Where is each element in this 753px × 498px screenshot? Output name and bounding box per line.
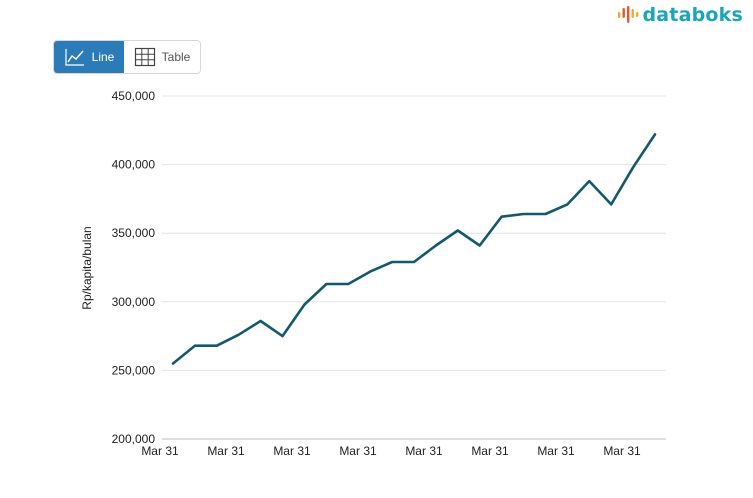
y-axis-ticks: 200,000 250,000 300,000 350,000 400,000 450,0… [112, 89, 156, 446]
data-point[interactable] [539, 208, 551, 220]
data-point[interactable] [386, 256, 398, 268]
line-view-button[interactable]: Line [54, 41, 124, 73]
y-tick-label: 350,000 [112, 226, 156, 240]
grid-lines [162, 95, 666, 440]
x-axis-ticks: Mar 31 Mar 31 Mar 31 Mar 31 Mar 31 Mar 31 Mar … [141, 444, 641, 458]
line-chart-icon [65, 49, 84, 66]
table-grid-icon [134, 47, 155, 67]
data-point[interactable] [649, 128, 661, 140]
series-line [171, 133, 657, 365]
data-point[interactable] [518, 208, 530, 220]
data-point[interactable] [474, 240, 486, 252]
x-tick-label: Mar 31 [141, 444, 179, 458]
data-point[interactable] [342, 278, 354, 290]
data-point[interactable] [408, 256, 420, 268]
x-tick-label: Mar 31 [405, 444, 443, 458]
data-point[interactable] [364, 266, 376, 278]
y-tick-label: 200,000 [112, 432, 156, 446]
data-point[interactable] [298, 299, 310, 311]
data-point[interactable] [627, 161, 639, 173]
x-tick-label: Mar 31 [603, 444, 641, 458]
y-axis-title: Rp/kapita/bulan [80, 226, 94, 309]
data-point[interactable] [189, 340, 201, 352]
data-point[interactable] [320, 278, 332, 290]
y-tick-label: 250,000 [112, 363, 156, 377]
logo-bar [618, 12, 621, 18]
data-point[interactable] [167, 358, 179, 370]
y-tick-label: 300,000 [112, 295, 156, 309]
brand-name: databoks [642, 4, 743, 26]
data-point[interactable] [496, 211, 508, 223]
data-point[interactable] [277, 330, 289, 342]
table-view-button[interactable]: Table [124, 41, 200, 73]
data-point[interactable] [605, 198, 617, 210]
data-point[interactable] [233, 329, 245, 341]
logo-bar [622, 8, 626, 18]
databoks-logo-icon [618, 6, 639, 23]
data-point[interactable] [561, 198, 573, 210]
data-point[interactable] [255, 315, 267, 327]
y-tick-label: 400,000 [112, 158, 156, 172]
x-tick-label: Mar 31 [471, 444, 509, 458]
data-point[interactable] [430, 240, 442, 252]
logo-bar [627, 6, 630, 23]
x-tick-label: Mar 31 [207, 444, 245, 458]
logo-bar [636, 12, 639, 17]
view-toggle: Line Table [53, 40, 201, 74]
data-point[interactable] [211, 340, 223, 352]
x-tick-label: Mar 31 [537, 444, 575, 458]
y-tick-label: 450,000 [112, 89, 156, 103]
data-point[interactable] [583, 175, 595, 187]
table-view-label: Table [161, 50, 191, 64]
x-tick-label: Mar 31 [273, 444, 311, 458]
data-point[interactable] [452, 224, 464, 236]
logo-bar [631, 9, 635, 18]
x-tick-label: Mar 31 [339, 444, 377, 458]
line-view-label: Line [91, 50, 115, 64]
brand-logo: databoks [617, 4, 743, 26]
series-layer [167, 128, 661, 370]
